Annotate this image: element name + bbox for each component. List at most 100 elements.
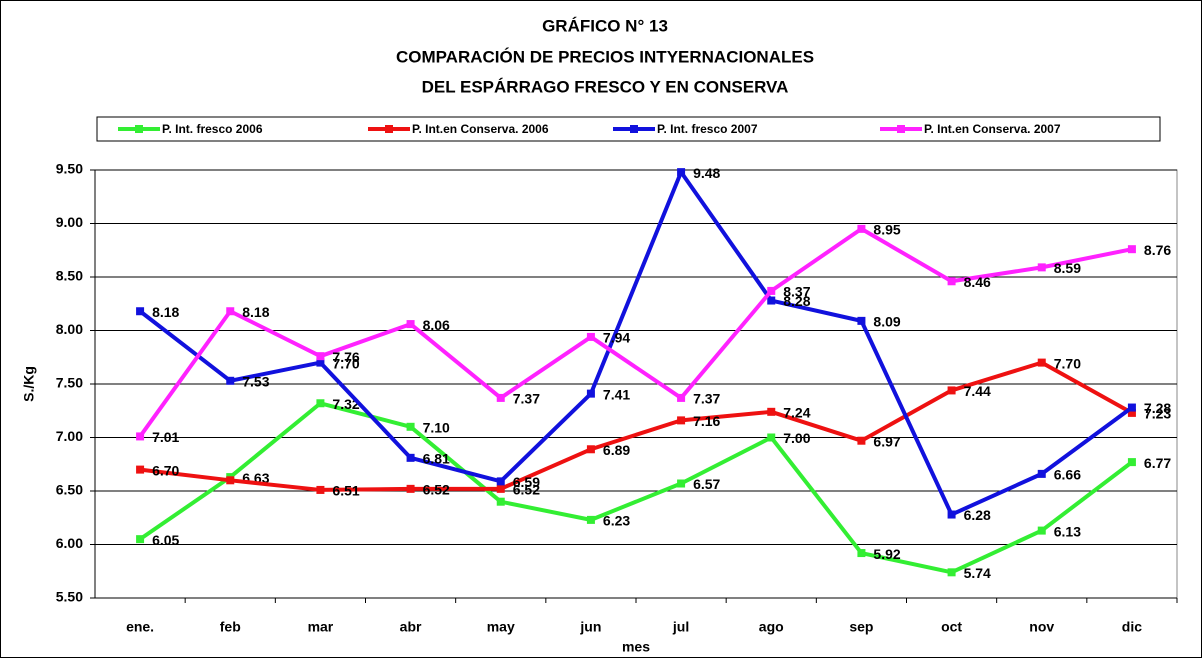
data-point (767, 286, 776, 295)
data-label: 8.37 (783, 284, 810, 300)
data-label: 7.28 (1144, 400, 1171, 416)
data-point (406, 484, 415, 493)
data-point (586, 389, 595, 398)
x-tick-label: ene. (126, 619, 154, 635)
legend-label: P. Int. fresco 2006 (162, 122, 263, 136)
data-label: 7.00 (783, 430, 810, 446)
data-label: 7.94 (603, 330, 630, 346)
data-point (226, 376, 235, 385)
data-label: 8.95 (873, 222, 900, 238)
data-point (136, 535, 145, 544)
x-tick-label: feb (220, 619, 241, 635)
y-tick-label: 8.50 (56, 268, 83, 284)
data-point (947, 386, 956, 395)
data-label: 7.24 (783, 405, 810, 421)
data-label: 8.46 (964, 274, 991, 290)
legend-marker (897, 125, 905, 133)
data-label: 7.37 (513, 391, 540, 407)
x-axis-label: mes (622, 639, 650, 655)
data-point (1037, 263, 1046, 272)
y-tick-label: 5.50 (56, 589, 83, 605)
data-point (496, 477, 505, 486)
data-point (316, 352, 325, 361)
data-label: 8.06 (423, 317, 450, 333)
data-label: 6.77 (1144, 455, 1171, 471)
data-label: 7.70 (332, 355, 359, 371)
data-point (947, 510, 956, 519)
data-label: 7.37 (693, 391, 720, 407)
data-point (136, 432, 145, 441)
x-tick-label: ago (759, 619, 784, 635)
data-point (1127, 408, 1136, 417)
data-point (406, 422, 415, 431)
data-point (857, 549, 866, 558)
y-tick-label: 9.00 (56, 214, 83, 230)
data-label: 7.41 (603, 386, 630, 402)
data-label: 7.32 (332, 396, 359, 412)
data-point (1037, 358, 1046, 367)
data-label: 8.76 (1144, 242, 1171, 258)
data-label: 5.92 (873, 546, 900, 562)
data-point (136, 307, 145, 316)
data-point (406, 320, 415, 329)
data-label: 7.53 (242, 373, 269, 389)
data-point (136, 465, 145, 474)
data-point (767, 433, 776, 442)
data-point (677, 416, 686, 425)
x-tick-label: mar (308, 619, 334, 635)
data-point (316, 485, 325, 494)
data-label: 7.10 (423, 420, 450, 436)
data-label: 6.59 (513, 474, 540, 490)
data-point (767, 296, 776, 305)
data-label: 7.16 (693, 413, 720, 429)
data-label: 8.09 (873, 314, 900, 330)
series-line (139, 360, 1133, 492)
y-tick-label: 7.50 (56, 375, 83, 391)
data-label: 7.76 (332, 349, 359, 365)
data-point (1127, 245, 1136, 254)
data-label: 6.52 (423, 482, 450, 498)
data-label: 6.66 (1054, 467, 1081, 483)
data-label: 6.89 (603, 442, 630, 458)
data-label: 6.05 (152, 532, 179, 548)
data-point (677, 168, 686, 177)
legend-marker (135, 125, 143, 133)
data-label: 6.51 (332, 483, 359, 499)
data-label: 7.01 (152, 429, 179, 445)
legend-marker (630, 125, 638, 133)
y-tick-label: 9.50 (56, 161, 83, 177)
data-point (947, 277, 956, 286)
x-tick-label: oct (941, 619, 962, 635)
data-point (1037, 469, 1046, 478)
data-point (316, 399, 325, 408)
data-point (226, 307, 235, 316)
y-tick-label: 7.00 (56, 428, 83, 444)
data-point (857, 316, 866, 325)
data-label: 9.48 (693, 165, 720, 181)
data-point (496, 393, 505, 402)
legend-marker (385, 125, 393, 133)
data-point (316, 358, 325, 367)
data-point (767, 407, 776, 416)
data-point (496, 497, 505, 506)
data-label: 8.18 (152, 304, 179, 320)
chart-title: GRÁFICO N° 13 (542, 16, 668, 35)
y-tick-label: 6.50 (56, 482, 83, 498)
data-label: 6.13 (1054, 523, 1081, 539)
x-tick-label: sep (849, 619, 873, 635)
data-point (226, 476, 235, 485)
data-label: 6.28 (964, 507, 991, 523)
legend-label: P. Int.en Conserva. 2007 (924, 122, 1061, 136)
data-label: 6.81 (423, 451, 450, 467)
data-label: 6.57 (693, 476, 720, 492)
data-point (1127, 458, 1136, 467)
y-axis-label: S./Kg (21, 366, 37, 402)
data-point (677, 393, 686, 402)
y-tick-label: 6.00 (56, 535, 83, 551)
data-point (1127, 403, 1136, 412)
y-tick-label: 8.00 (56, 321, 83, 337)
data-label: 8.18 (242, 304, 269, 320)
data-point (947, 568, 956, 577)
chart-title: COMPARACIÓN DE PRECIOS INTYERNACIONALES (396, 47, 814, 66)
